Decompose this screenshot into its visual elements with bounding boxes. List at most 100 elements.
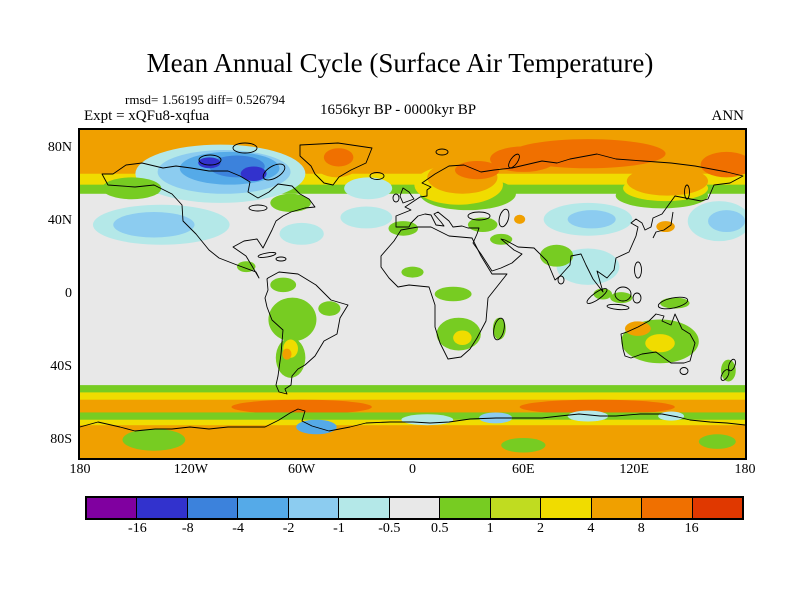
anomaly-region-hudson-navy-spot	[240, 166, 267, 182]
coast-novaya-zemlya	[508, 153, 520, 169]
anomaly-region-tibet-light-blue	[567, 210, 616, 229]
anomaly-region-nw-australia-orange	[624, 321, 651, 336]
colorbar-cell-9	[540, 498, 591, 518]
colorbar-cell-4	[287, 498, 339, 518]
anomaly-region-central-australia-yellow	[645, 334, 675, 353]
coast-new-guinea	[657, 296, 689, 310]
coast-greenland	[299, 142, 373, 186]
anomaly-region-east-siberia-orange-dip	[626, 166, 709, 196]
x-axis-tick-4-60E: 60E	[512, 462, 535, 477]
anomaly-region-colombia-green	[270, 277, 297, 293]
anomaly-region-central-africa-green	[434, 286, 472, 302]
anomaly-region-ross-green	[698, 434, 736, 449]
coast-ireland	[392, 193, 400, 203]
colorbar-tick-2: 2	[536, 521, 544, 536]
coast-sri-lanka	[557, 275, 565, 285]
anomaly-region-south-africa-yellow	[453, 330, 472, 346]
coast-antarctica	[80, 408, 745, 432]
y-axis-tick-80N: 80N	[47, 140, 72, 156]
anomaly-region-new-guinea-green	[660, 297, 690, 309]
colorbar-cell-2	[186, 498, 238, 518]
coast-ellesmere	[232, 142, 258, 154]
anomaly-region-arctic-navy-spot	[198, 157, 221, 169]
colorbar-cell-3	[237, 498, 288, 518]
colorbar-cell-6	[388, 498, 440, 518]
anomaly-region-wilkes-cyan	[567, 410, 609, 422]
colorbar	[85, 496, 744, 520]
anomaly-region-kara-sea-deep-orange	[490, 146, 557, 172]
coast-baffin	[262, 163, 286, 181]
anomaly-region-greenland-deep-orange	[323, 148, 354, 167]
world-anomaly-map	[80, 130, 745, 458]
anomaly-region-dronning-maud-cyan	[401, 414, 454, 426]
anomaly-region-japan-orange-spot	[656, 221, 675, 233]
colorbar-cell-12	[691, 498, 743, 518]
anomaly-region-borneo-green	[610, 292, 633, 304]
anomaly-region-chile-orange-spot	[282, 348, 292, 360]
anomaly-region-chukchi-deep-orange	[700, 151, 745, 178]
anomaly-region-antarctica-orange	[80, 425, 745, 458]
y-axis-tick-0: 0	[65, 286, 72, 301]
coast-black-sea	[467, 211, 491, 221]
experiment-label: Expt = xQFu8-xqfua	[84, 108, 210, 124]
x-axis-tick-2-60W: 60W	[288, 462, 316, 477]
anomaly-region-north-pacific-light-blue	[113, 212, 195, 238]
plot-title: Mean Annual Cycle (Surface Air Temperatu…	[146, 48, 654, 78]
coast-iceland	[369, 172, 385, 180]
season-label: ANN	[711, 108, 745, 124]
anomaly-region-alaska-green	[102, 177, 162, 200]
coast-japan	[652, 211, 674, 239]
anomaly-region-southern-ocean-deep-orange-west	[231, 399, 372, 415]
anomaly-region-east-antarctica-green	[501, 437, 546, 453]
anomaly-region-west-atlantic-cyan	[279, 222, 324, 245]
colorbar-cell-8	[489, 498, 541, 518]
colorbar-tick-0.5: 0.5	[430, 521, 449, 536]
coastlines	[80, 142, 745, 432]
coast-java	[606, 303, 630, 311]
anomaly-region-india-green	[539, 244, 574, 267]
anomaly-region-andes-amazon-green	[268, 297, 317, 342]
coast-philippines	[634, 261, 642, 279]
coast-cuba	[257, 252, 277, 258]
map-frame	[78, 128, 747, 460]
x-axis-tick-1-120W: 120W	[173, 462, 208, 477]
coast-tasmania	[679, 367, 689, 375]
coast-australia	[620, 313, 696, 364]
coast-great-lakes	[248, 204, 268, 212]
anomaly-region-greenland-sea-cyan	[344, 177, 393, 200]
coast-sumatra	[586, 288, 608, 304]
coast-north-america	[101, 162, 316, 279]
colorbar-cell-11	[641, 498, 692, 518]
coast-victoria-island	[198, 154, 222, 166]
y-axis-tick-40S: 40S	[50, 358, 72, 374]
x-axis-tick-6-180: 180	[734, 462, 756, 477]
anomaly-region-quebec-green	[270, 193, 311, 212]
coast-svalbard	[435, 148, 449, 156]
coast-caspian-sea	[498, 208, 510, 228]
anomaly-contours	[80, 130, 745, 458]
colorbar-tick-8: 8	[637, 521, 645, 536]
colorbar-tick--16: -16	[128, 521, 147, 536]
coast-eurasia	[395, 153, 744, 293]
anomaly-region-west-pacific-light-blue	[708, 210, 745, 233]
colorbar-cell-7	[439, 498, 490, 518]
colorbar-tick--0.5: -0.5	[378, 521, 401, 536]
x-axis-tick-0-180: 180	[69, 462, 91, 477]
colorbar-tick--4: -4	[232, 521, 244, 536]
anomaly-region-sahel-green	[401, 266, 424, 278]
x-axis-tick-5-120E: 120E	[619, 462, 649, 477]
coast-hispaniola	[275, 256, 287, 262]
colorbar-tick-16: 16	[684, 521, 699, 536]
colorbar-tick--2: -2	[282, 521, 295, 536]
colorbar-cell-1	[136, 498, 187, 518]
colorbar-cell-5	[338, 498, 389, 518]
coast-sulawesi	[632, 292, 642, 304]
colorbar-tick--1: -1	[333, 521, 345, 536]
stats-line: rmsd= 1.56195 diff= 0.526794	[125, 92, 285, 107]
anomaly-region-marie-byrd-green	[122, 428, 186, 451]
coast-madagascar	[493, 317, 505, 341]
x-axis-tick-3-0: 0	[409, 462, 416, 477]
y-axis-tick-40N: 40N	[47, 213, 72, 229]
coast-borneo	[614, 286, 632, 302]
